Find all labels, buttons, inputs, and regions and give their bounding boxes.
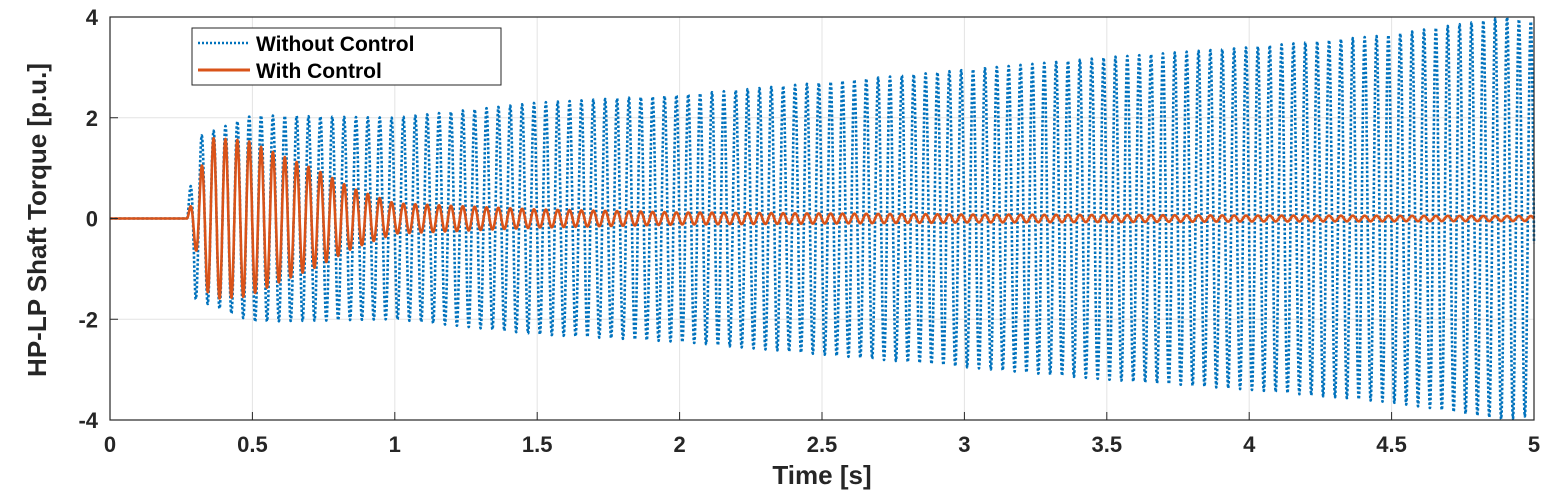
x-tick-label: 1.5 — [522, 432, 553, 457]
legend: Without Control With Control — [191, 27, 502, 86]
x-tick-label: 0 — [104, 432, 116, 457]
series-line-without-control — [110, 16, 1536, 421]
legend-label-without-control: Without Control — [256, 33, 414, 56]
x-tick-label: 4 — [1243, 432, 1256, 457]
x-tick-label: 3 — [958, 432, 970, 457]
y-tick-label: 2 — [86, 106, 98, 131]
y-tick-label: -4 — [78, 408, 98, 433]
y-tick-label: 4 — [86, 5, 99, 30]
x-axis-label: Time [s] — [772, 460, 871, 490]
x-tick-label: 1 — [389, 432, 401, 457]
x-tick-label: 2 — [673, 432, 685, 457]
series-layer — [110, 16, 1536, 421]
x-tick-label: 5 — [1528, 432, 1540, 457]
ticks: 0 0.5 1 1.5 2 2.5 3 3.5 4 4.5 5 4 2 0 -2 -4 — [78, 5, 1540, 457]
y-tick-label: -2 — [78, 307, 98, 332]
legend-box — [191, 27, 502, 86]
x-tick-label: 4.5 — [1376, 432, 1407, 457]
y-tick-label: 0 — [86, 207, 98, 232]
x-tick-label: 2.5 — [807, 432, 838, 457]
series-line-with-control — [110, 136, 1536, 300]
y-axis-label: HP-LP Shaft Torque [p.u.] — [22, 63, 52, 377]
legend-label-with-control: With Control — [256, 60, 382, 83]
x-tick-label: 0.5 — [237, 432, 268, 457]
x-tick-label: 3.5 — [1092, 432, 1123, 457]
